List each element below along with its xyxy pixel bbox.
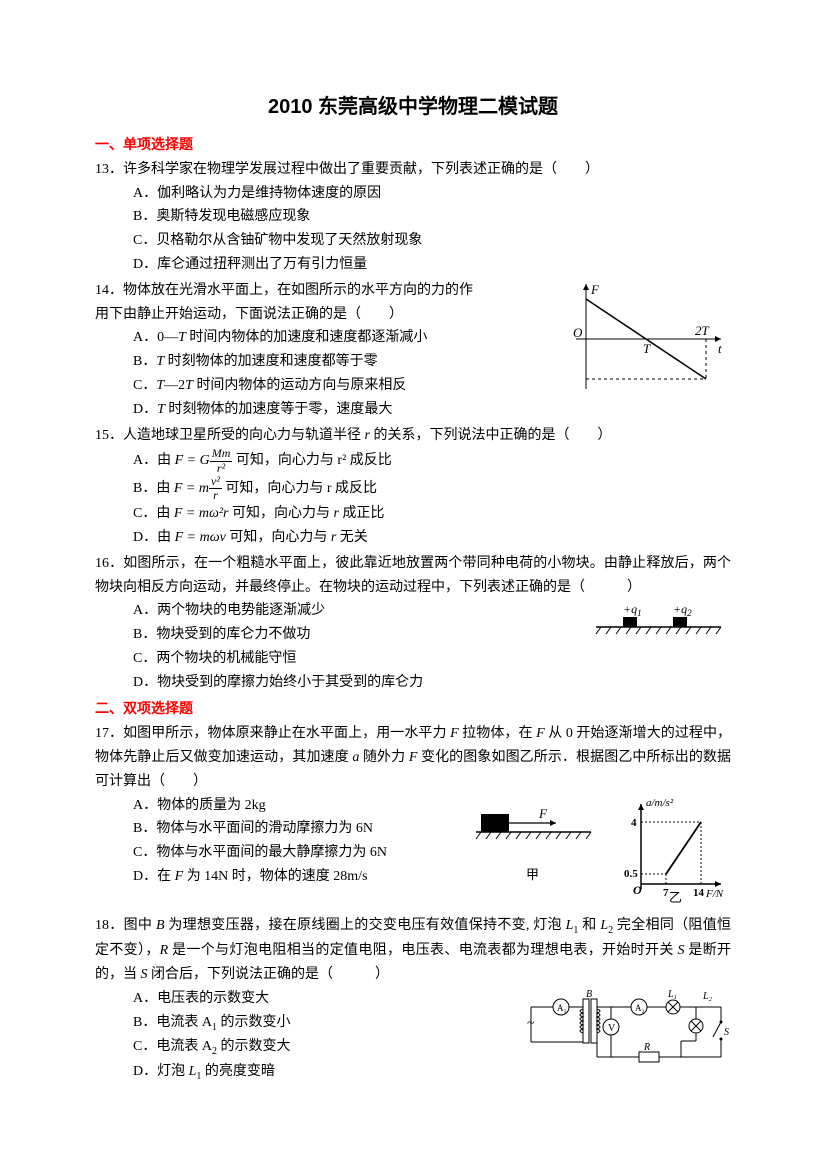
q15-b-pre: B．由 [133, 481, 174, 496]
q15-a-num: Mm [210, 447, 233, 461]
q17-option-a: A．物体的质量为 2kg [95, 794, 471, 818]
page-title: 2010 东莞高级中学物理二模试题 [95, 90, 731, 124]
q16-option-d: D．物块受到的摩擦力始终小于其受到的库仑力 [95, 671, 591, 695]
q17-option-c: C．物体与水平面间的最大静摩擦力为 6N [95, 841, 471, 865]
q14-text1: 14．物体放在光滑水平面上，在如图所示的水平方向的力的作 [95, 279, 561, 303]
q17-x-label: F/N [705, 888, 724, 900]
section-1-header: 一、单项选择题 [95, 134, 731, 158]
q14-text2: 用下由静止开始运动，下面说法正确的是（ ） [95, 303, 561, 327]
a2-label: A₂ [635, 1003, 645, 1013]
q15-b-post: 可知，向心力与 r 成反比 [222, 481, 377, 496]
q16-q2-label: +q2 [673, 602, 692, 618]
q15-a-post: 可知，向心力与 r² 成反比 [232, 453, 391, 468]
q18-text: 18．图中 B 为理想变压器，接在原线圈上的交变电压有效值保持不变, 灯泡 L1… [95, 914, 731, 986]
q16-text: 16．如图所示，在一个粗糙水平面上，彼此靠近地放置两个带同种电荷的小物块。由静止… [95, 552, 731, 600]
q14-origin: O [573, 325, 583, 340]
q14-figure: F O T 2T t [561, 279, 731, 408]
q15-a-pre: A．由 [133, 453, 175, 468]
q13-option-b: B．奥斯特发现电磁感应现象 [95, 205, 731, 229]
q15-option-a: A．由 F = GMmr² 可知，向心力与 r² 成反比 [95, 447, 731, 474]
q14-option-a: A．0—T 时间内物体的加速度和速度都逐渐减小 [95, 326, 561, 350]
q15-b-den: r [209, 489, 222, 502]
q15-text: 15．人造地球卫星所受的向心力与轨道半径 r 的关系，下列说法中正确的是（ ） [95, 424, 731, 448]
q17-force-label: F [538, 806, 548, 821]
question-14: 14．物体放在光滑水平面上，在如图所示的水平方向的力的作 用下由静止开始运动，下… [95, 279, 731, 422]
s-label: S [724, 1027, 729, 1038]
q14-y-label: F [590, 282, 600, 297]
q14-option-d: D．T 时刻物体的加速度等于零，速度最大 [95, 398, 561, 422]
q18-option-a: A．电压表的示数变大 [95, 987, 521, 1011]
q18-option-b: B．电流表 A1 的示数变小 [95, 1011, 521, 1036]
a1-label: A₁ [557, 1003, 567, 1013]
q15-option-c: C．由 F = mω²r 可知，向心力与 r 成正比 [95, 502, 731, 526]
q14-tick-2t: 2T [695, 323, 710, 338]
question-13: 13．许多科学家在物理学发展过程中做出了重要贡献，下列表述正确的是（ ） A．伽… [95, 158, 731, 277]
q13-text: 13．许多科学家在物理学发展过程中做出了重要贡献，下列表述正确的是（ ） [95, 158, 731, 182]
q17-caption-left: 甲 [526, 867, 539, 882]
q15-b-num: v² [209, 475, 222, 489]
charge-blocks-diagram: +q1 +q2 [591, 599, 731, 649]
q14-x-label: t [718, 341, 722, 356]
q15-a-den: r² [210, 462, 233, 475]
q17-diagram: F 甲 a/m/s² F/N 0.5 4 7 [471, 794, 731, 904]
q13-option-a: A．伽利略认为力是维持物体速度的原因 [95, 182, 731, 206]
q16-option-a: A．两个物块的电势能逐渐减少 [95, 599, 591, 623]
l1-label: L₁ [667, 989, 677, 1000]
q14-option-c: C．T—2T 时间内物体的运动方向与原来相反 [95, 374, 561, 398]
question-16: 16．如图所示，在一个粗糙水平面上，彼此靠近地放置两个带同种电荷的小物块。由静止… [95, 552, 731, 695]
q14-option-b: B．T 时刻物体的加速度和速度都等于零 [95, 350, 561, 374]
q17-origin: O [633, 883, 642, 897]
question-15: 15．人造地球卫星所受的向心力与轨道半径 r 的关系，下列说法中正确的是（ ） … [95, 424, 731, 550]
q13-option-c: C．贝格勒尔从含铀矿物中发现了天然放射现象 [95, 229, 731, 253]
q17-ytick1: 0.5 [624, 868, 638, 880]
q16-figure: +q1 +q2 [591, 599, 731, 658]
question-17: 17．如图甲所示，物体原来静止在水平面上，用一水平力 F 拉物体，在 F 从 0… [95, 722, 731, 912]
ac-source-icon: ~ [527, 1016, 535, 1031]
r-label: R [643, 1042, 650, 1053]
q17-ytick2: 4 [631, 817, 637, 829]
q16-option-c: C．两个物块的机械能守恒 [95, 647, 591, 671]
section-2-header: 二、双项选择题 [95, 698, 731, 722]
q18-option-d: D．灯泡 L1 的亮度变暗 [95, 1060, 521, 1085]
v-label: V [608, 1023, 616, 1034]
q13-option-d: D．库仑通过扭秤测出了万有引力恒量 [95, 253, 731, 277]
q14-tick-t: T [643, 341, 651, 356]
q16-q1-label: +q1 [623, 602, 642, 618]
q17-caption-right: 乙 [669, 890, 682, 904]
transformer-circuit: A₁ B ~ A₂ [521, 987, 731, 1077]
q17-xtick2: 14 [693, 887, 705, 899]
l2-label: L₂ [702, 991, 713, 1002]
q17-text: 17．如图甲所示，物体原来静止在水平面上，用一水平力 F 拉物体，在 F 从 0… [95, 722, 731, 793]
q18-option-c: C．电流表 A2 的示数变大 [95, 1035, 521, 1060]
q15-option-b: B．由 F = mv²r 可知，向心力与 r 成反比 [95, 475, 731, 502]
q15-option-d: D．由 F = mωv 可知，向心力与 r 无关 [95, 526, 731, 550]
q17-option-d: D．在 F 为 14N 时，物体的速度 28m/s [95, 865, 471, 889]
q17-option-b: B．物体与水平面间的滑动摩擦力为 6N [95, 817, 471, 841]
q16-option-b: B．物块受到的库仑力不做功 [95, 623, 591, 647]
q17-figure: F 甲 a/m/s² F/N 0.5 4 7 [471, 794, 731, 913]
question-18: 18．图中 B 为理想变压器，接在原线圈上的交变电压有效值保持不变, 灯泡 L1… [95, 914, 731, 1085]
q17-y-label: a/m/s² [646, 797, 674, 809]
force-time-graph: F O T 2T t [561, 279, 731, 399]
q18-figure: A₁ B ~ A₂ [521, 987, 731, 1086]
b-label: B [586, 989, 592, 1000]
